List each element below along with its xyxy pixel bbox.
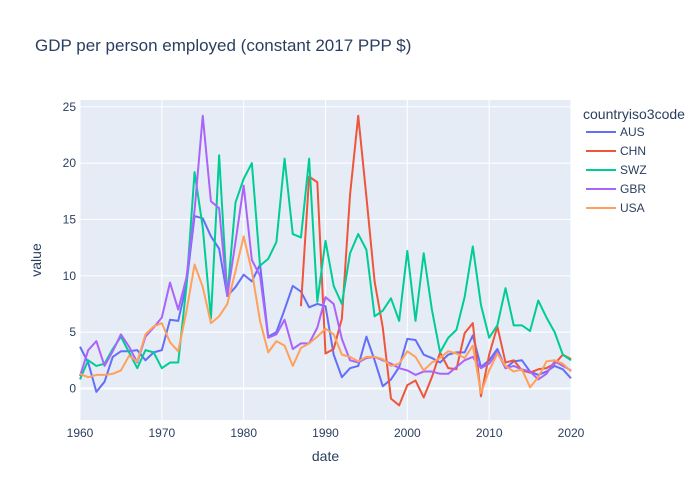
x-axis-title: date — [312, 448, 339, 464]
legend-item-usa[interactable]: USA — [586, 201, 645, 215]
y-tick-label: 20 — [63, 156, 77, 170]
x-tick-label: 1980 — [230, 426, 257, 440]
series-line-gbr[interactable] — [79, 114, 572, 381]
legend-title: countryiso3code — [583, 106, 685, 122]
x-tick-label: 1970 — [148, 426, 175, 440]
y-axis-title: value — [28, 243, 44, 277]
x-tick-label: 2010 — [476, 426, 503, 440]
y-tick-label: 0 — [69, 381, 76, 395]
legend: countryiso3code AUS CHN SWZ GBR USA — [583, 106, 685, 215]
series-line-usa[interactable] — [79, 235, 572, 394]
legend-label: USA — [620, 201, 645, 215]
y-tick-label: 25 — [63, 100, 77, 114]
x-tick-label: 1990 — [312, 426, 339, 440]
y-tick-label: 5 — [69, 325, 76, 339]
x-tick-labels: 1960 1970 1980 1990 2000 2010 2020 — [67, 426, 585, 440]
x-tick-label: 2000 — [394, 426, 421, 440]
series-line-chn[interactable] — [299, 114, 572, 407]
legend-item-swz[interactable]: SWZ — [586, 163, 647, 177]
y-tick-label: 10 — [63, 269, 77, 283]
legend-item-gbr[interactable]: GBR — [586, 182, 646, 196]
x-tick-label: 1960 — [67, 426, 94, 440]
legend-label: CHN — [620, 144, 646, 158]
series-line-aus[interactable] — [79, 215, 572, 393]
legend-label: AUS — [620, 125, 645, 139]
legend-item-chn[interactable]: CHN — [586, 144, 646, 158]
series-line-swz[interactable] — [79, 154, 572, 380]
y-tick-labels: 0 5 10 15 20 25 — [63, 100, 77, 396]
legend-label: GBR — [620, 182, 646, 196]
series-layer — [79, 114, 572, 407]
chart-title: GDP per person employed (constant 2017 P… — [35, 36, 411, 55]
legend-item-aus[interactable]: AUS — [586, 125, 645, 139]
gridlines — [79, 100, 572, 420]
x-tick-label: 2020 — [558, 426, 585, 440]
y-tick-label: 15 — [63, 212, 77, 226]
legend-label: SWZ — [620, 163, 647, 177]
